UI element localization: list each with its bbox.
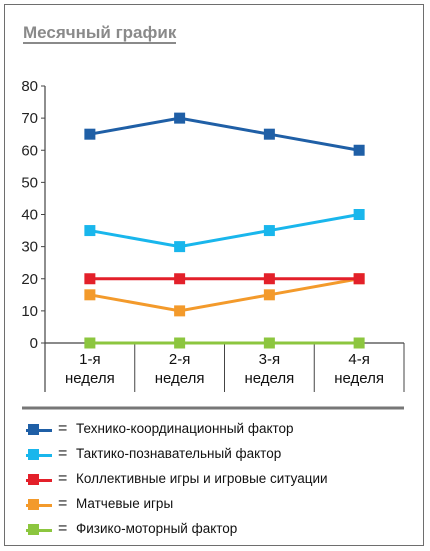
y-tick-label: 70	[21, 110, 38, 127]
legend-swatch-marker	[28, 499, 39, 510]
legend-swatch-line	[26, 529, 52, 532]
legend-item: = Технико-координационный фактор	[26, 418, 416, 443]
legend-swatch-marker	[28, 424, 39, 435]
data-point	[174, 273, 186, 285]
legend-swatch-line	[26, 504, 52, 507]
data-point	[263, 273, 275, 285]
x-tick-label: неделя	[244, 370, 294, 387]
x-tick-label: неделя	[155, 370, 205, 387]
x-tick-label: 2-я	[169, 351, 190, 368]
x-tick-label: 3-я	[259, 351, 280, 368]
legend-equals: =	[58, 470, 68, 487]
legend-label: Физико-моторный фактор	[76, 521, 238, 536]
legend-item: = Тактико-познавательный фактор	[26, 443, 416, 468]
data-point	[263, 289, 275, 301]
data-point	[353, 209, 365, 220]
legend-swatch-line	[26, 429, 52, 432]
y-tick-label: 50	[21, 174, 38, 191]
data-point	[84, 128, 96, 140]
series-line	[89, 116, 360, 152]
legend-item: = Матчевые игры	[26, 493, 416, 518]
legend-equals: =	[58, 420, 68, 437]
y-tick-label: 10	[21, 303, 38, 320]
y-tick-label: 20	[21, 271, 38, 288]
series-line	[89, 277, 360, 313]
data-point	[353, 273, 365, 285]
legend-swatch-marker	[28, 474, 39, 485]
data-point	[263, 225, 275, 237]
data-point	[84, 289, 96, 301]
data-point	[84, 337, 96, 349]
y-tick-label: 60	[21, 142, 38, 159]
legend-item: = Физико-моторный фактор	[26, 518, 416, 543]
legend-label: Тактико-познавательный фактор	[76, 446, 282, 461]
data-point	[353, 144, 365, 156]
legend-swatch-marker	[28, 449, 39, 460]
x-tick-label: 4-я	[348, 351, 369, 368]
x-tick-label: 1-я	[79, 351, 100, 368]
legend-equals: =	[58, 520, 68, 537]
data-point	[174, 241, 186, 253]
y-tick-label: 30	[21, 239, 38, 256]
data-point	[174, 305, 186, 317]
data-point	[84, 273, 96, 285]
chart-title: Месячный график	[23, 23, 177, 44]
legend-item: = Коллективные игры и игровые ситуации	[26, 468, 416, 493]
legend-equals: =	[58, 445, 68, 462]
data-point	[174, 112, 186, 124]
chart-frame	[4, 4, 424, 546]
y-tick-label: 80	[21, 78, 38, 95]
x-tick-label: неделя	[65, 370, 115, 387]
legend-label: Матчевые игры	[76, 496, 174, 511]
legend-equals: =	[58, 495, 68, 512]
data-point	[353, 337, 365, 349]
data-point	[263, 128, 275, 140]
x-tick-label: неделя	[334, 370, 384, 387]
legend-label: Коллективные игры и игровые ситуации	[76, 471, 328, 486]
data-point	[84, 225, 96, 237]
series-line	[89, 213, 360, 249]
legend: = Технико-координационный фактор = Тактико-…	[26, 418, 416, 543]
legend-label: Технико-координационный фактор	[76, 421, 294, 436]
legend-swatch-marker	[28, 524, 39, 535]
data-point	[263, 337, 275, 349]
legend-swatch-line	[26, 479, 52, 482]
y-tick-label: 0	[30, 335, 38, 352]
legend-swatch-line	[26, 454, 52, 457]
data-point	[174, 337, 186, 349]
y-tick-label: 40	[21, 207, 38, 224]
